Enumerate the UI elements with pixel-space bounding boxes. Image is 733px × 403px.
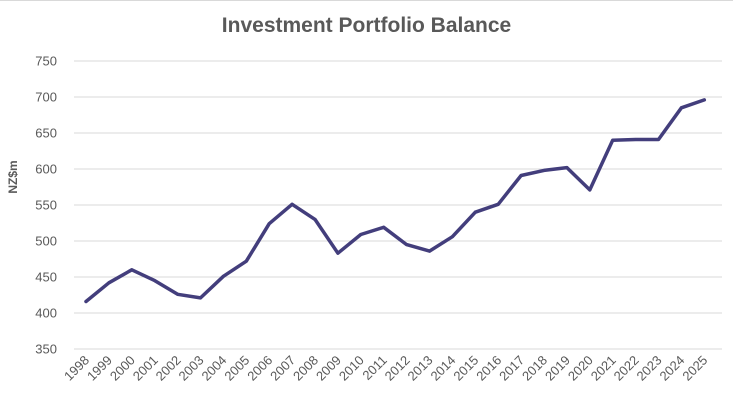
chart-title: Investment Portfolio Balance [221, 14, 512, 37]
x-tick-label: 2006 [244, 353, 275, 384]
data-point-2015 [473, 210, 477, 214]
x-tick-label: 2009 [313, 353, 344, 384]
y-axis-ticks: 350 400 450 500 550 600 650 700 750 [35, 54, 57, 357]
data-point-2020 [588, 188, 592, 192]
series-layer [84, 98, 707, 304]
x-tick-label: 2023 [634, 353, 665, 384]
y-tick-label: 450 [35, 270, 57, 285]
data-point-2019 [565, 166, 569, 170]
data-point-2021 [611, 138, 615, 142]
data-point-2007 [290, 202, 294, 206]
x-tick-label: 2001 [130, 353, 161, 384]
data-point-2012 [405, 243, 409, 247]
series-line-0 [84, 98, 707, 304]
x-tick-label: 2003 [176, 353, 207, 384]
x-tick-label: 2016 [473, 353, 504, 384]
data-point-2013 [428, 249, 431, 253]
x-tick-label: 2021 [588, 353, 619, 384]
y-tick-label: 550 [35, 198, 57, 213]
x-tick-label: 2020 [565, 353, 596, 384]
x-tick-label: 1998 [61, 353, 92, 384]
y-tick-label: 350 [35, 342, 57, 357]
data-point-2025 [702, 98, 706, 102]
data-point-2023 [657, 137, 660, 141]
y-tick-label: 400 [35, 306, 57, 321]
y-axis-label: NZ$m [6, 160, 20, 193]
data-point-1999 [107, 281, 111, 285]
data-point-2022 [634, 137, 638, 141]
data-point-2010 [359, 233, 363, 237]
y-tick-label: 700 [35, 90, 57, 105]
x-axis-ticks: 1998199920002001200220032004200520062007… [61, 353, 710, 384]
y-tick-label: 600 [35, 162, 57, 177]
data-point-2011 [382, 225, 386, 229]
x-tick-label: 2018 [519, 353, 550, 384]
x-tick-label: 1999 [84, 353, 115, 384]
data-point-1998 [84, 299, 88, 303]
x-tick-label: 2005 [221, 353, 252, 384]
y-tick-label: 650 [35, 126, 57, 141]
data-point-2024 [679, 106, 683, 110]
data-point-2006 [267, 222, 271, 226]
data-point-2017 [519, 173, 523, 177]
x-tick-label: 2025 [679, 353, 710, 384]
x-tick-label: 2002 [153, 353, 184, 384]
x-tick-label: 2024 [656, 353, 687, 384]
data-point-2008 [313, 217, 317, 221]
data-point-2014 [450, 235, 454, 239]
x-tick-label: 2015 [450, 353, 481, 384]
data-point-2018 [542, 168, 546, 172]
data-point-2001 [153, 279, 157, 283]
x-tick-label: 2007 [267, 353, 298, 384]
data-point-2004 [221, 274, 225, 278]
x-tick-label: 2000 [107, 353, 138, 384]
y-tick-label: 750 [35, 54, 57, 69]
x-tick-label: 2022 [611, 353, 642, 384]
y-tick-label: 500 [35, 234, 57, 249]
x-tick-label: 2017 [496, 353, 527, 384]
x-tick-label: 2014 [427, 353, 458, 384]
x-tick-label: 2012 [382, 353, 413, 384]
x-tick-label: 2013 [405, 353, 436, 384]
data-point-2003 [199, 296, 202, 300]
x-tick-label: 2008 [290, 353, 321, 384]
data-point-2002 [176, 292, 180, 296]
data-point-2000 [130, 268, 134, 272]
x-tick-label: 2010 [336, 353, 367, 384]
x-tick-label: 2019 [542, 353, 573, 384]
data-point-2009 [336, 251, 340, 255]
grid-lines [74, 60, 722, 350]
data-point-2016 [496, 202, 500, 206]
x-tick-label: 2004 [198, 353, 229, 384]
x-tick-label: 2011 [359, 353, 389, 383]
data-point-2005 [244, 259, 248, 263]
